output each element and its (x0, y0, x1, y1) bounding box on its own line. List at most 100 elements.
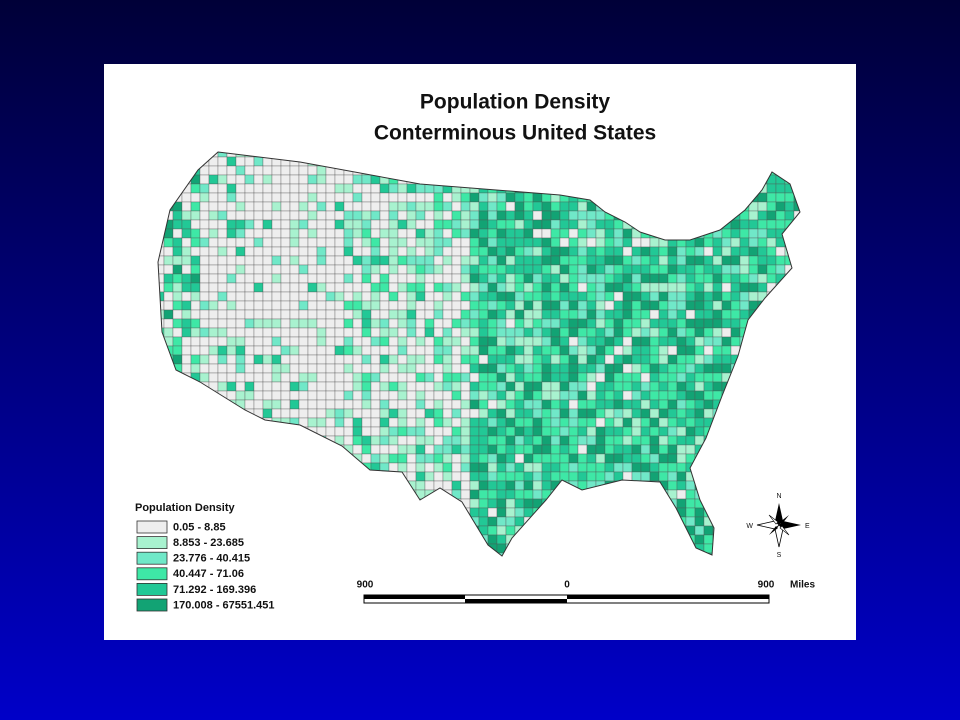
county-cell (460, 426, 471, 437)
county-cell (334, 192, 345, 203)
county-cell (631, 237, 642, 248)
county-cell (460, 318, 471, 329)
county-cell (559, 426, 570, 437)
county-cell (442, 336, 453, 347)
county-cell (496, 201, 507, 212)
county-cell (289, 273, 300, 284)
county-cell (307, 363, 318, 374)
county-cell (415, 336, 426, 347)
county-cell (721, 291, 732, 302)
county-cell (730, 219, 741, 230)
county-cell (298, 246, 309, 257)
county-cell (568, 390, 579, 401)
county-cell (388, 219, 399, 230)
county-cell (703, 363, 714, 374)
county-cell (208, 309, 219, 320)
county-cell (721, 273, 732, 284)
county-cell (406, 327, 417, 338)
county-cell (460, 453, 471, 464)
county-cell (370, 255, 381, 266)
county-cell (550, 318, 561, 329)
county-cell (190, 219, 201, 230)
county-cell (289, 237, 300, 248)
county-cell (451, 345, 462, 356)
county-cell (667, 354, 678, 365)
county-cell (199, 219, 210, 230)
county-cell (505, 462, 516, 473)
county-cell (451, 363, 462, 374)
county-cell (226, 291, 237, 302)
county-cell (352, 273, 363, 284)
county-cell (388, 444, 399, 455)
county-cell (577, 363, 588, 374)
county-cell (271, 345, 282, 356)
county-cell (271, 255, 282, 266)
legend-label: 23.776 - 40.415 (173, 553, 250, 565)
county-cell (424, 399, 435, 410)
county-cell (424, 462, 435, 473)
county-cell (613, 264, 624, 275)
county-cell (361, 444, 372, 455)
county-cell (379, 219, 390, 230)
county-cell (325, 264, 336, 275)
county-cell (397, 201, 408, 212)
county-cell (316, 417, 327, 428)
county-cell (721, 255, 732, 266)
county-cell (298, 174, 309, 185)
county-cell (334, 309, 345, 320)
county-cell (262, 228, 273, 239)
county-cell (460, 345, 471, 356)
county-cell (784, 210, 795, 221)
county-cell (334, 327, 345, 338)
county-cell (442, 363, 453, 374)
county-cell (370, 345, 381, 356)
county-cell (595, 237, 606, 248)
county-cell (469, 264, 480, 275)
county-cell (739, 237, 750, 248)
county-cell (649, 309, 660, 320)
county-cell (739, 273, 750, 284)
county-cell (307, 300, 318, 311)
county-cell (253, 174, 264, 185)
county-cell (262, 390, 273, 401)
county-cell (415, 390, 426, 401)
county-cell (325, 417, 336, 428)
county-cell (559, 327, 570, 338)
county-cell (406, 291, 417, 302)
county-cell (262, 273, 273, 284)
county-cell (424, 318, 435, 329)
county-cell (523, 264, 534, 275)
county-cell (550, 327, 561, 338)
county-cell (676, 336, 687, 347)
county-cell (397, 363, 408, 374)
county-cell (217, 273, 228, 284)
county-cell (289, 264, 300, 275)
county-cell (514, 309, 525, 320)
county-cell (181, 201, 192, 212)
county-cell (523, 192, 534, 203)
county-cell (667, 273, 678, 284)
county-cell (541, 363, 552, 374)
county-cell (298, 183, 309, 194)
county-cell (433, 372, 444, 383)
county-cell (613, 390, 624, 401)
county-cell (514, 264, 525, 275)
county-cell (235, 300, 246, 311)
county-cell (307, 336, 318, 347)
county-cell (289, 165, 300, 176)
county-cell (388, 390, 399, 401)
county-cell (649, 282, 660, 293)
county-cell (343, 354, 354, 365)
county-cell (559, 273, 570, 284)
county-cell (496, 327, 507, 338)
county-cell (604, 444, 615, 455)
county-cell (181, 237, 192, 248)
county-cell (208, 282, 219, 293)
county-cell (361, 336, 372, 347)
county-cell (208, 228, 219, 239)
county-cell (280, 246, 291, 257)
county-cell (451, 417, 462, 428)
county-cell (685, 480, 696, 491)
county-cell (451, 444, 462, 455)
county-cell (550, 336, 561, 347)
